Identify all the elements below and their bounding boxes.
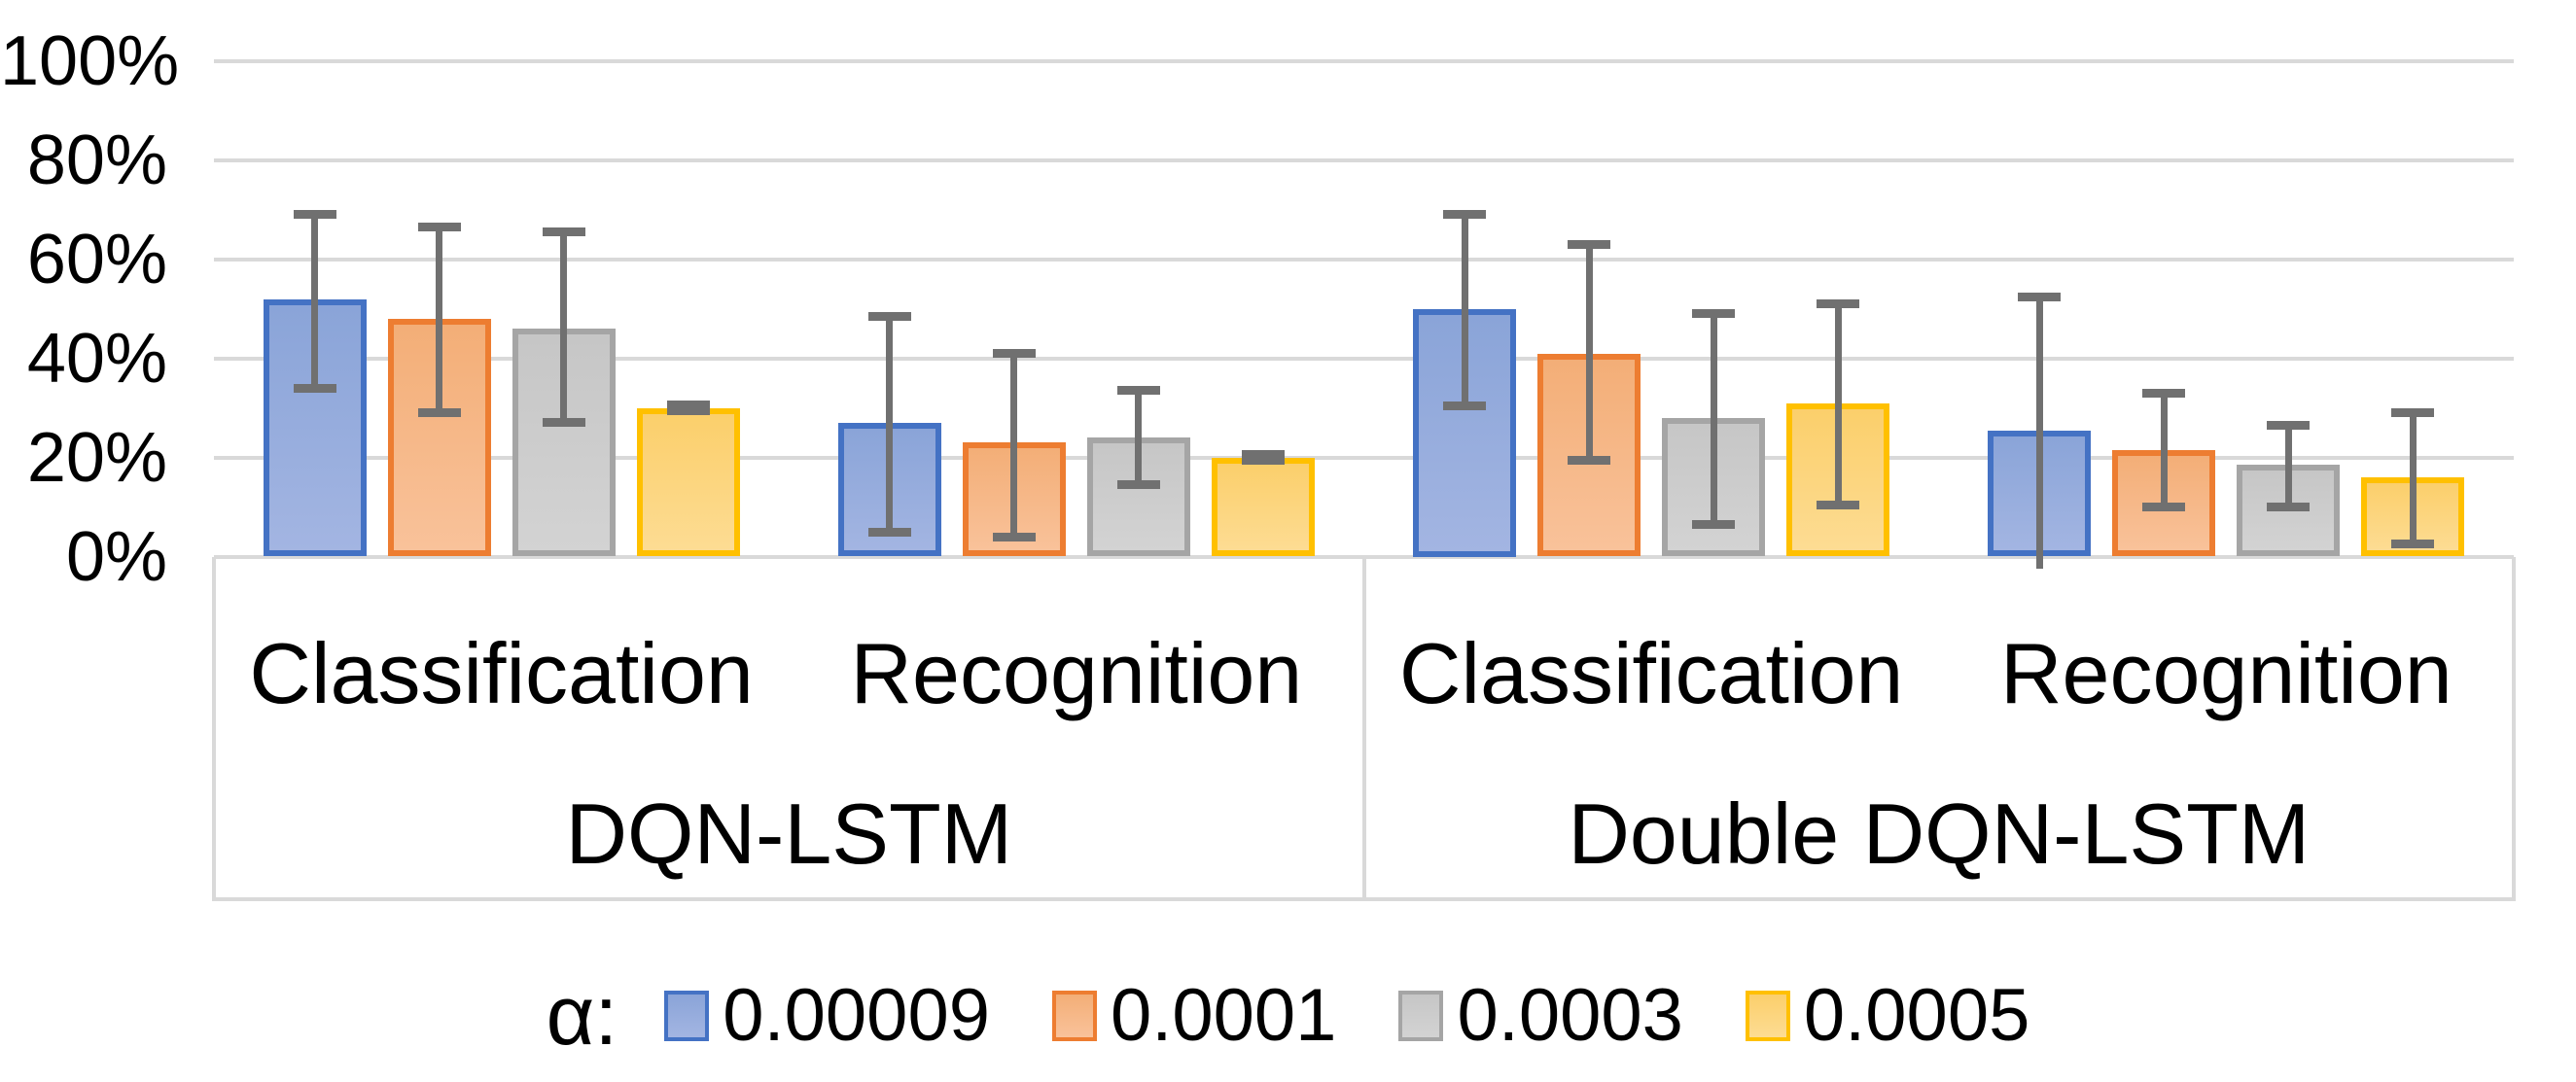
gridline: [214, 157, 2514, 162]
legend-swatch: [1052, 991, 1097, 1041]
error-bar-line: [311, 214, 319, 389]
legend-items: 0.00009 0.0001 0.0003 0.0005: [664, 979, 2029, 1053]
error-bar-cap: [1817, 299, 1860, 309]
error-bar-line: [1834, 303, 1842, 505]
error-bar-cap: [867, 527, 911, 537]
error-bar-line: [2160, 393, 2168, 507]
error-bar-line: [436, 227, 443, 413]
legend-title: α:: [546, 969, 618, 1063]
legend-item: 0.0003: [1398, 974, 1683, 1057]
error-bar-line: [1585, 244, 1593, 461]
error-bar-line: [2284, 425, 2292, 507]
error-bar-cap: [1568, 240, 1611, 249]
error-bar-cap: [992, 532, 1036, 541]
y-axis-tick-label: 80%: [26, 121, 167, 199]
legend-label: 0.00009: [723, 974, 990, 1057]
error-bar-cap: [992, 349, 1036, 359]
legend-item: 0.00009: [664, 979, 990, 1053]
y-axis-tick-label: 0%: [65, 517, 167, 596]
error-bar-cap: [1241, 456, 1285, 466]
error-bar-line: [1135, 390, 1143, 485]
error-bar-line: [560, 231, 568, 423]
legend-swatch: [664, 991, 710, 1041]
error-bar-cap: [2142, 503, 2186, 512]
error-bar-cap: [1443, 401, 1487, 410]
y-axis-tick-label: 40%: [26, 319, 167, 398]
error-bar-cap: [1116, 480, 1160, 490]
category-axis-label: Classification: [1398, 625, 1904, 721]
error-bar-cap: [1116, 386, 1160, 396]
bar-alpha-0.0005: [636, 407, 740, 557]
y-axis-tick-label: 20%: [26, 418, 167, 497]
axis-border-vertical: [212, 556, 216, 899]
gridline: [214, 59, 2514, 63]
error-bar-cap: [666, 406, 710, 416]
category-axis-label: Recognition: [2000, 625, 2452, 721]
error-bar-line: [1461, 214, 1468, 406]
legend-item: 0.0005: [1745, 974, 2030, 1057]
legend-swatch: [1398, 991, 1444, 1041]
error-bar-cap: [293, 383, 336, 393]
y-axis-tick-label: 60%: [26, 220, 167, 298]
group-axis-label: DQN-LSTM: [565, 785, 1013, 882]
error-bar-cap: [1241, 449, 1285, 459]
axis-border-bottom: [212, 897, 2516, 901]
error-bar-cap: [2018, 292, 2062, 301]
bar-alpha-0.0005: [1211, 457, 1315, 557]
error-bar-cap: [542, 227, 585, 237]
bar-alpha-0.00009: [1413, 308, 1517, 557]
error-bar-cap: [2142, 388, 2186, 398]
error-bar-cap: [1443, 210, 1487, 220]
gridline: [214, 257, 2514, 262]
legend-label: 0.0001: [1111, 974, 1337, 1057]
bar-alpha-0.0001: [387, 318, 491, 557]
error-bar-cap: [2267, 503, 2311, 512]
error-bar-cap: [2267, 420, 2311, 430]
legend-label: 0.0003: [1457, 974, 1683, 1057]
error-bar-cap: [293, 210, 336, 220]
legend-label: 0.0005: [1803, 974, 2030, 1057]
error-bar-cap: [2391, 408, 2435, 418]
axis-border-vertical: [2512, 556, 2516, 899]
error-bar-line: [1710, 313, 1717, 525]
error-bar-cap: [666, 400, 710, 409]
error-bar-cap: [417, 223, 461, 232]
error-bar-cap: [867, 311, 911, 321]
error-bar-cap: [542, 418, 585, 428]
error-bar-line: [886, 316, 894, 533]
legend-swatch: [1745, 991, 1790, 1041]
category-axis-label: Recognition: [850, 625, 1303, 721]
error-bar-cap: [1692, 519, 1736, 529]
error-bar-line: [1010, 353, 1018, 538]
legend-item: 0.0001: [1052, 979, 1336, 1053]
category-axis-label: Classification: [249, 625, 754, 721]
error-bar-line: [2409, 412, 2417, 544]
gridline: [214, 356, 2514, 361]
axis-border-vertical: [1361, 556, 1366, 899]
legend: α: 0.00009 0.0001 0.0003 0.0005: [0, 951, 2576, 1081]
gridline: [214, 455, 2514, 460]
error-bar-cap: [2391, 540, 2435, 549]
error-bar-cap: [1568, 455, 1611, 465]
error-bar-cap: [1817, 500, 1860, 509]
error-bar-cap: [1692, 309, 1736, 319]
error-bar-cap: [417, 408, 461, 418]
error-bar-line: [2035, 297, 2043, 570]
group-axis-label: Double DQN-LSTM: [1568, 785, 2311, 882]
y-axis-tick-label: 100%: [0, 22, 180, 100]
